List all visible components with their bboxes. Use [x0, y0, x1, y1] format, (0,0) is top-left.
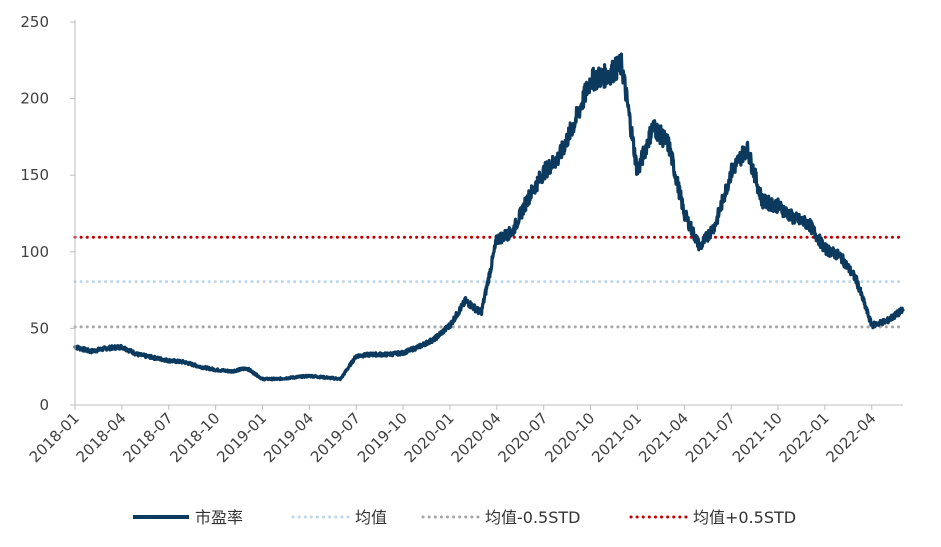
y-tick-label: 100: [20, 243, 49, 261]
x-tick-label: 2019-10: [354, 409, 411, 466]
x-tick-label: 2022-04: [823, 409, 880, 466]
legend-label: 市盈率: [195, 508, 243, 527]
legend-mean-plus-half-std: 均值+0.5STD: [629, 508, 796, 527]
legend-mean-minus-half-std: 均值-0.5STD: [421, 508, 580, 527]
y-tick-label: 250: [20, 13, 49, 31]
x-tick-label: 2021-07: [682, 409, 739, 466]
x-tick-label: 2019-07: [307, 409, 364, 466]
x-tick-label: 2020-07: [494, 409, 551, 466]
legend: 市盈率 均值 均值-0.5STD 均值+0.5STD: [133, 508, 796, 527]
y-tick-label: 0: [39, 396, 49, 414]
series-lines: [73, 52, 905, 382]
x-tick-label: 2022-01: [776, 409, 833, 466]
legend-label: 均值+0.5STD: [693, 508, 796, 527]
legend-label: 均值: [355, 508, 387, 527]
x-tick-label: 2019-04: [260, 409, 317, 466]
legend-label: 均值-0.5STD: [485, 508, 580, 527]
x-tick-label: 2020-10: [541, 409, 598, 466]
axes: [74, 20, 903, 406]
pe-ratio-line: [73, 52, 905, 382]
y-tick-label: 150: [20, 166, 49, 184]
legend-pe-ratio: 市盈率: [133, 508, 243, 527]
x-axis-ticks: 2018-012018-042018-072018-102019-012019-…: [26, 405, 880, 466]
x-tick-label: 2020-04: [448, 409, 505, 466]
x-tick-label: 2021-04: [635, 409, 692, 466]
legend-mean: 均值: [291, 508, 387, 527]
y-tick-label: 200: [20, 90, 49, 108]
x-tick-label: 2018-07: [120, 409, 177, 466]
x-tick-label: 2018-01: [26, 409, 83, 466]
x-tick-label: 2021-10: [729, 409, 786, 466]
x-tick-label: 2019-01: [213, 409, 270, 466]
x-tick-label: 2018-10: [166, 409, 223, 466]
y-axis-ticks: 0 50 100 150 200 250: [20, 13, 75, 414]
x-tick-label: 2021-01: [588, 409, 645, 466]
x-tick-label: 2018-04: [73, 409, 130, 466]
x-tick-label: 2020-01: [401, 409, 458, 466]
y-tick-label: 50: [30, 319, 49, 337]
